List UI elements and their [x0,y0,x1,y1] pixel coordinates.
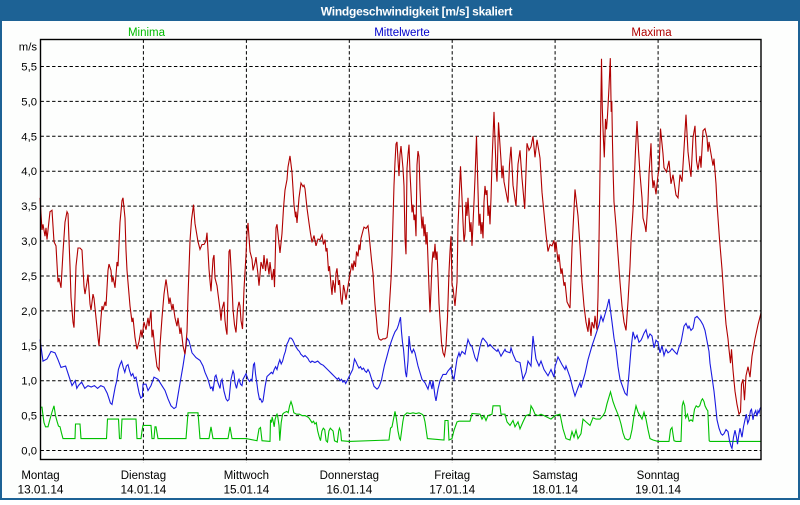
svg-text:5,5: 5,5 [21,62,37,74]
svg-text:Mittelwerte: Mittelwerte [374,27,430,39]
svg-text:2,0: 2,0 [21,306,37,318]
svg-text:Samstag: Samstag [532,470,577,482]
svg-text:Maxima: Maxima [631,27,672,39]
svg-text:19.01.14: 19.01.14 [635,483,681,497]
svg-text:5,0: 5,0 [21,96,37,108]
svg-text:15.01.14: 15.01.14 [223,483,269,497]
svg-text:4,0: 4,0 [21,166,37,178]
svg-text:m/s: m/s [19,42,38,54]
svg-text:0,5: 0,5 [21,411,37,423]
svg-text:17.01.14: 17.01.14 [429,483,475,497]
svg-text:2,5: 2,5 [21,271,37,283]
svg-text:1,5: 1,5 [21,341,37,353]
svg-text:16.01.14: 16.01.14 [326,483,372,497]
svg-text:13.01.14: 13.01.14 [18,483,64,497]
svg-text:Minima: Minima [128,27,166,39]
svg-text:Sonntag: Sonntag [637,470,680,482]
svg-text:3,5: 3,5 [21,201,37,213]
svg-text:4,5: 4,5 [21,131,37,143]
svg-text:Windgeschwindigkeit [m/s] skal: Windgeschwindigkeit [m/s] skaliert [321,5,513,19]
svg-text:0,0: 0,0 [21,446,37,458]
svg-text:Montag: Montag [21,470,59,482]
svg-text:Mittwoch: Mittwoch [224,470,269,482]
svg-text:Donnerstag: Donnerstag [320,470,379,482]
svg-text:1,0: 1,0 [21,376,37,388]
svg-text:3,0: 3,0 [21,236,37,248]
svg-text:Freitag: Freitag [434,470,470,482]
svg-text:18.01.14: 18.01.14 [532,483,578,497]
svg-text:Dienstag: Dienstag [121,470,166,482]
svg-text:14.01.14: 14.01.14 [120,483,166,497]
